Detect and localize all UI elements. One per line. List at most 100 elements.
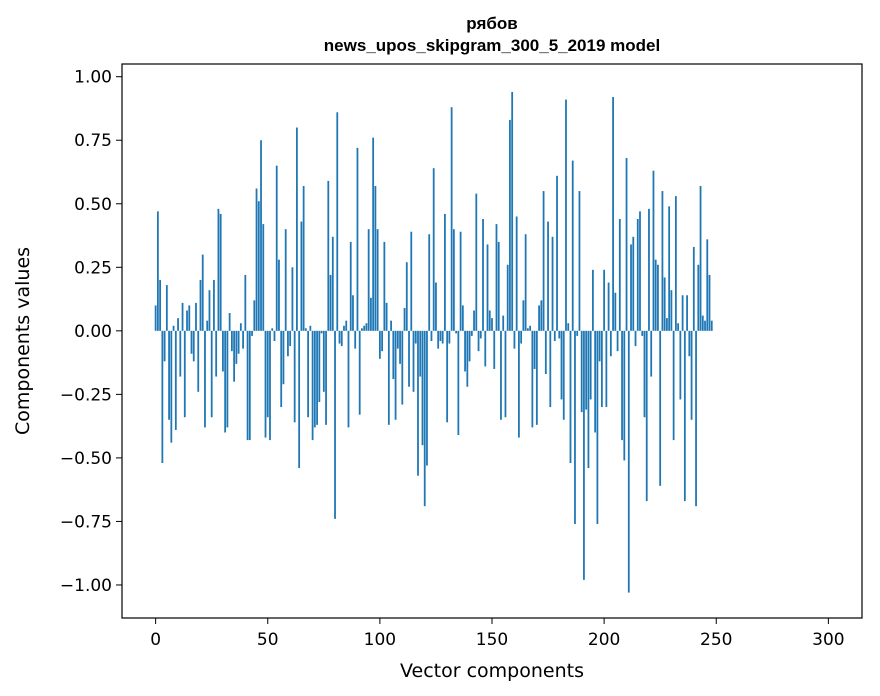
bar [466, 330, 469, 387]
bar [302, 185, 305, 331]
bar [280, 330, 283, 408]
bar [401, 330, 404, 405]
bar [226, 330, 229, 428]
bar [201, 254, 204, 331]
bar [426, 330, 428, 466]
bar [385, 302, 388, 331]
x-tick-label: 250 [700, 630, 732, 650]
bar [502, 315, 505, 331]
bar [163, 330, 166, 362]
bar [311, 330, 314, 441]
bar [210, 330, 213, 418]
bar [452, 229, 455, 331]
bar [248, 330, 251, 441]
bar [461, 305, 464, 331]
bar [322, 330, 325, 392]
bar [630, 244, 632, 331]
bar [282, 330, 285, 385]
bar [271, 328, 274, 331]
bar [430, 330, 433, 341]
bar [347, 330, 350, 428]
bar [192, 330, 195, 362]
bar [219, 213, 222, 331]
bar [387, 330, 390, 425]
bar [325, 330, 327, 425]
bar [708, 274, 711, 331]
bar [376, 229, 379, 331]
y-tick-label: 0.75 [74, 131, 112, 151]
y-tick-label: −0.25 [60, 385, 112, 405]
bar [253, 300, 256, 331]
bar [309, 325, 312, 331]
bar [657, 264, 659, 331]
bar [257, 201, 260, 331]
bar [352, 295, 354, 331]
bar [475, 193, 478, 331]
bar-series [154, 91, 713, 593]
bar [428, 234, 431, 331]
bar [304, 328, 307, 331]
bar [504, 330, 507, 418]
x-axis-ticks: 0 50 100 150 200 250 300 [150, 618, 845, 650]
x-tick-label: 150 [476, 630, 508, 650]
bar [432, 168, 435, 331]
y-tick-label: 0.50 [74, 195, 112, 215]
bar [264, 330, 267, 438]
bar [549, 330, 552, 408]
bar [361, 328, 363, 331]
bar [565, 99, 567, 331]
bar [374, 185, 377, 331]
bar [497, 241, 500, 331]
bar [518, 330, 520, 438]
bar [538, 305, 540, 331]
bar [556, 175, 558, 331]
bar [639, 211, 641, 331]
bar [672, 330, 675, 441]
bar [683, 330, 686, 502]
bar [365, 323, 368, 331]
bar [154, 305, 157, 331]
bar [356, 147, 359, 331]
bar [239, 323, 242, 331]
bar [535, 330, 538, 425]
bar [544, 330, 547, 375]
y-tick-label: −1.00 [60, 576, 112, 596]
bar [378, 330, 381, 359]
bar [589, 330, 592, 400]
bar [621, 330, 623, 441]
bar [336, 112, 339, 331]
bar [390, 320, 392, 331]
bar [343, 325, 345, 331]
bar [354, 330, 357, 349]
bar [217, 208, 220, 331]
bar [174, 330, 177, 430]
bar [540, 300, 543, 331]
bar [246, 330, 249, 441]
bar [605, 330, 608, 408]
bar [320, 330, 323, 334]
bar [659, 330, 662, 486]
bar [520, 330, 523, 344]
bar [695, 330, 697, 507]
bar [706, 239, 709, 331]
bar [183, 330, 186, 418]
bar [287, 330, 289, 357]
bar [596, 330, 599, 524]
bar [511, 91, 514, 331]
bar [600, 330, 603, 408]
bar [531, 330, 534, 428]
x-tick-label: 300 [812, 630, 844, 650]
bar [547, 221, 549, 331]
plot-area-frame [121, 63, 863, 619]
bar [318, 330, 321, 402]
bar [262, 224, 265, 331]
bar [448, 330, 451, 344]
bar [524, 234, 527, 331]
bar [614, 292, 617, 331]
bar [188, 305, 191, 331]
bar [358, 330, 361, 415]
bar [688, 330, 691, 357]
bar [278, 259, 280, 331]
bar [459, 231, 462, 331]
bar [594, 330, 597, 433]
